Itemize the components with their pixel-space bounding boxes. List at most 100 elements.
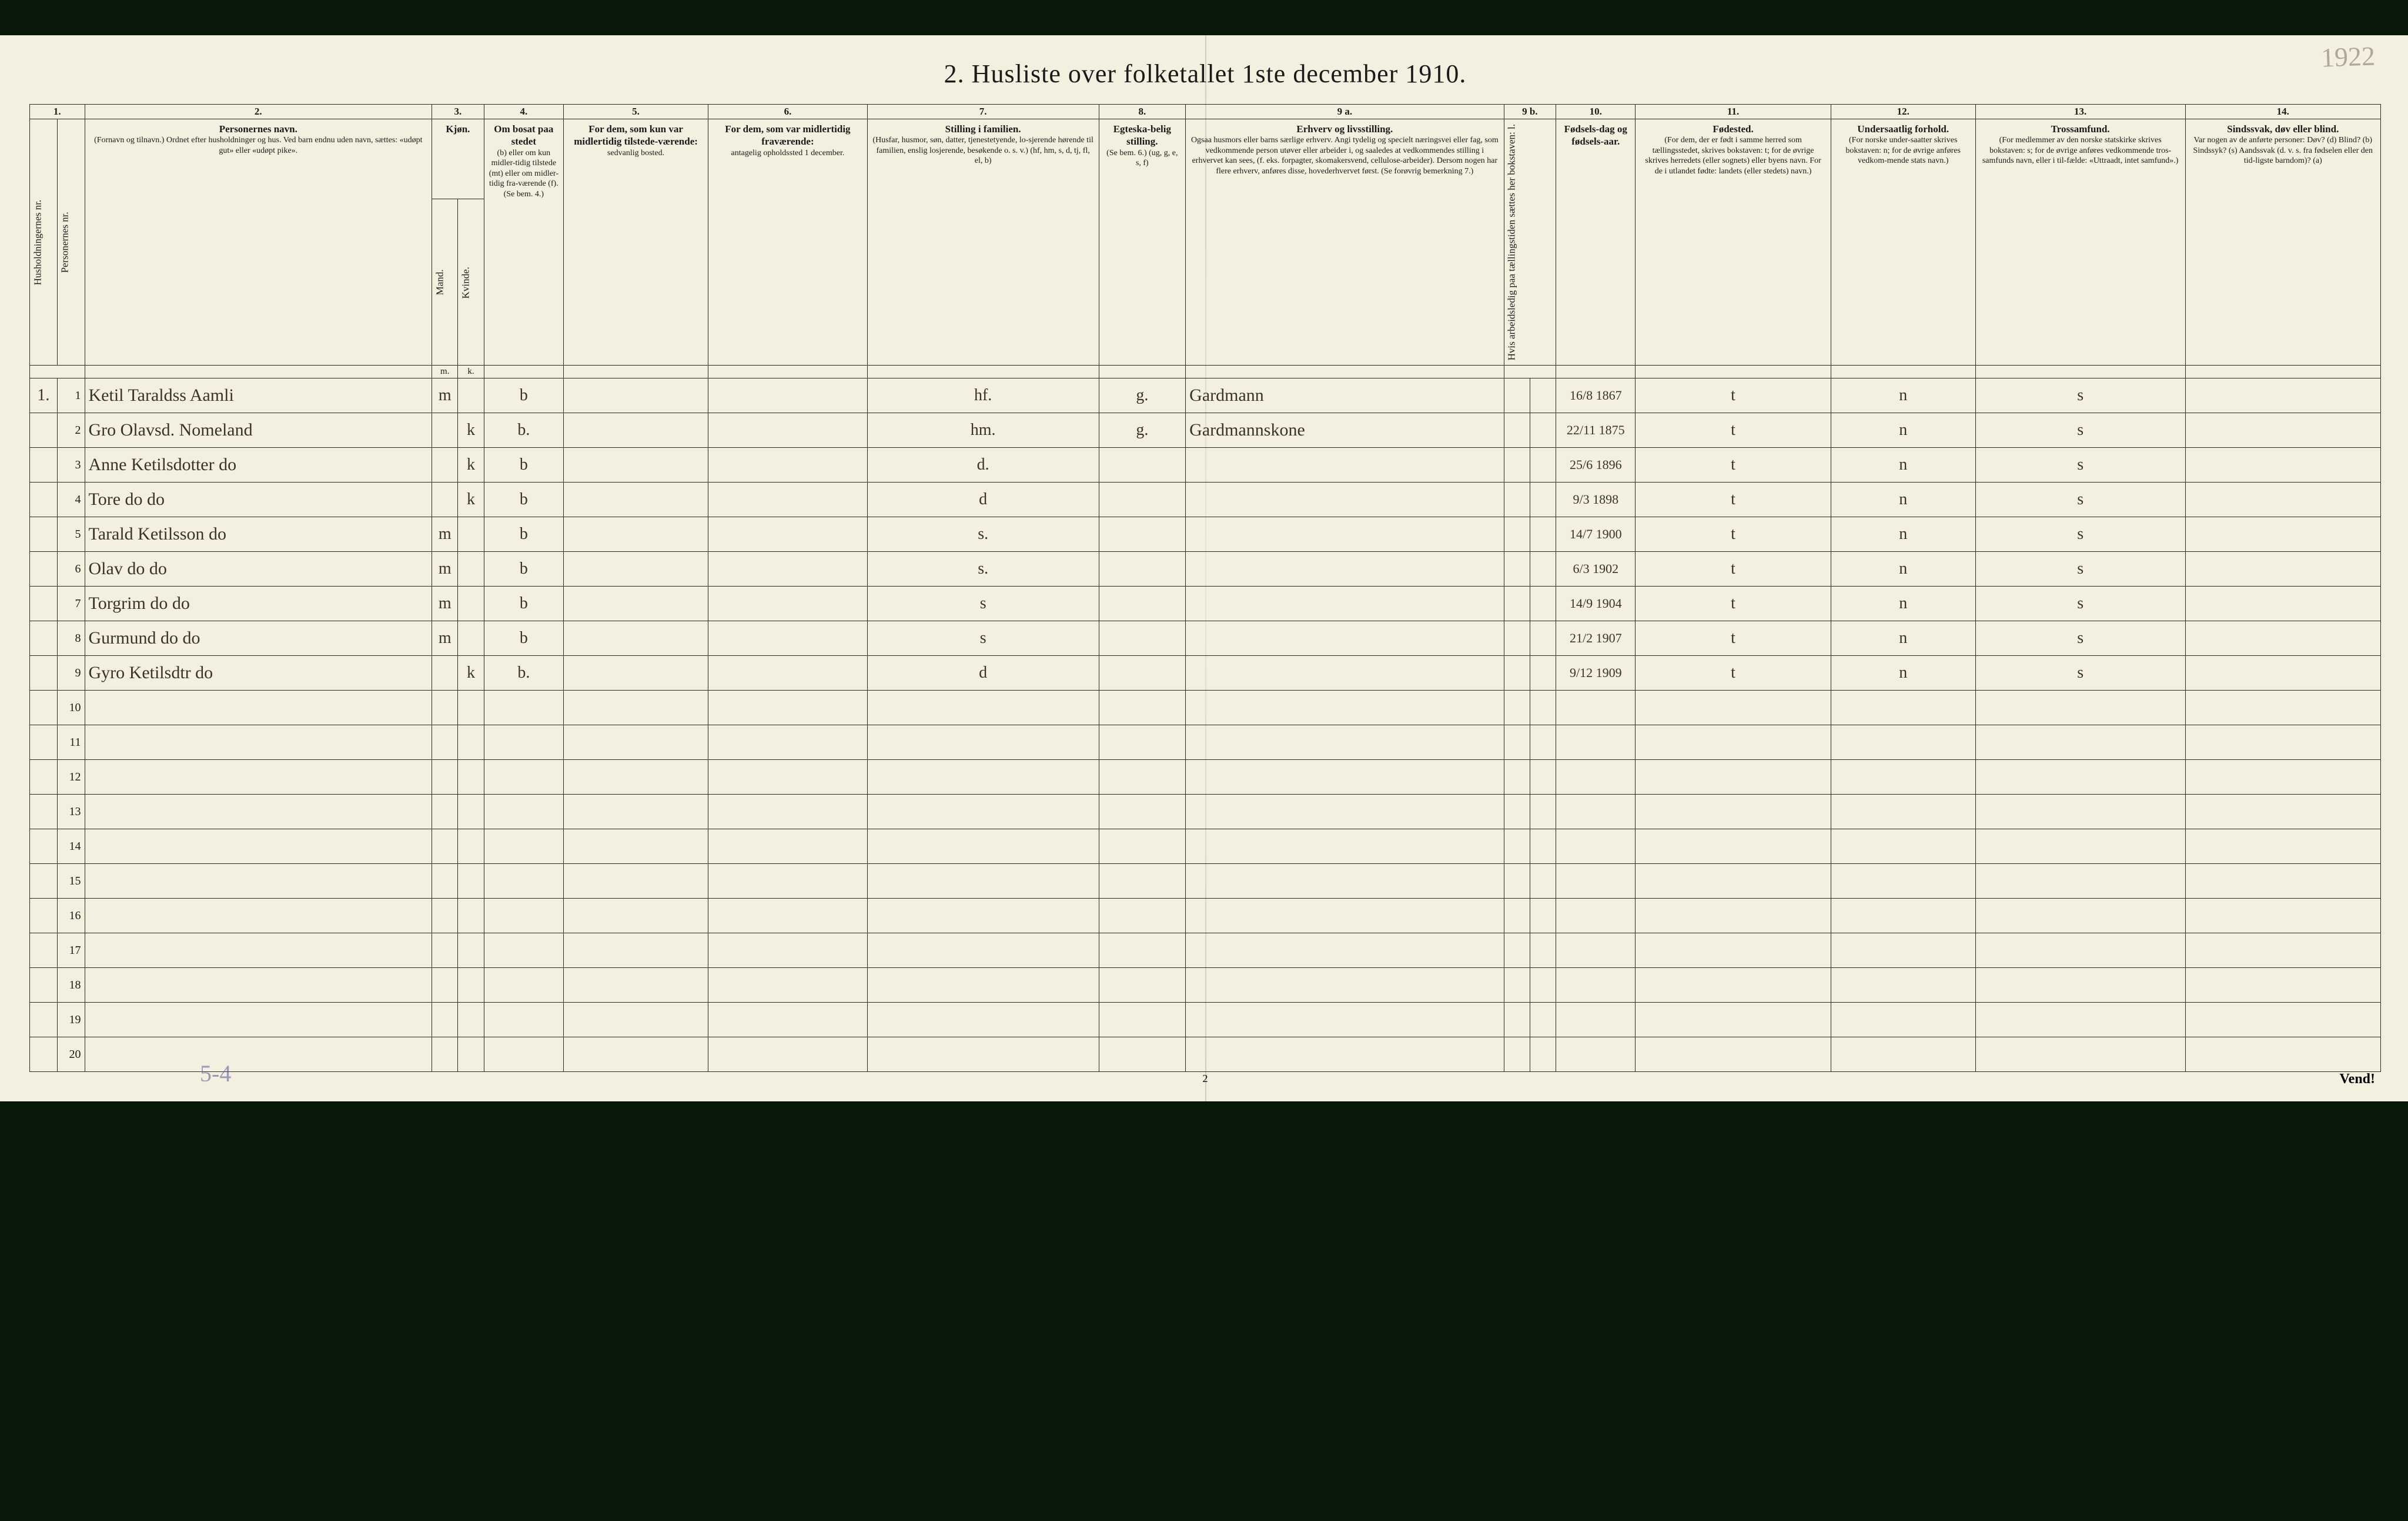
mk-blank-3 [484, 366, 563, 378]
mk-m: m. [432, 366, 458, 378]
cell-name: Gurmund do do [85, 621, 432, 656]
cell-undersaat: n [1831, 656, 1975, 691]
census-table: 1. 2. 3. 4. 5. 6. 7. 8. 9 a. 9 b. 10. 11… [29, 104, 2381, 1072]
cell-blank [1831, 968, 1975, 1003]
cell-fodested: t [1636, 656, 1831, 691]
table-row-blank: 20 [30, 1037, 2381, 1072]
cell-blank [2185, 760, 2380, 795]
table-row: 5Tarald Ketilsson dombs.14/7 1900tns [30, 517, 2381, 552]
cell-name: Anne Ketilsdotter do [85, 448, 432, 483]
cell-egteskab [1099, 656, 1186, 691]
cell-bosat: b. [484, 413, 563, 448]
cell-c6 [708, 552, 868, 587]
cell-erhverv: Gardmann [1186, 378, 1504, 413]
cell-blank [484, 795, 563, 829]
hnum-8: 8. [1099, 105, 1186, 119]
cell-blank [1530, 1037, 1556, 1072]
cell-c9b-a [1504, 587, 1530, 621]
cell-c9b-a [1504, 413, 1530, 448]
col-6-main: For dem, som var midlertidig fraværende: [713, 123, 862, 148]
cell-sex-m [432, 413, 458, 448]
cell-person-nr: 2 [57, 413, 85, 448]
cell-egteskab: g. [1099, 378, 1186, 413]
cell-sex-m: m [432, 552, 458, 587]
cell-blank [1530, 933, 1556, 968]
cell-blank [1636, 795, 1831, 829]
cell-blank [1099, 933, 1186, 968]
table-row: 4Tore do dokbd9/3 1898tns [30, 483, 2381, 517]
col-5-sub: sedvanlig bosted. [568, 148, 703, 159]
cell-blank [1186, 760, 1504, 795]
cell-c5 [564, 621, 708, 656]
cell-blank [1831, 1003, 1975, 1037]
cell-sex-k [458, 517, 484, 552]
hnum-4: 4. [484, 105, 563, 119]
page-title: 2. Husliste over folketallet 1ste decemb… [29, 59, 2381, 89]
cell-c9b-a [1504, 517, 1530, 552]
cell-erhverv [1186, 587, 1504, 621]
cell-sex-m: m [432, 378, 458, 413]
mk-blank-8 [1186, 366, 1504, 378]
cell-c5 [564, 413, 708, 448]
cell-blank [432, 691, 458, 725]
cell-blank [1975, 1003, 2185, 1037]
cell-blank [458, 725, 484, 760]
cell-blank [1186, 968, 1504, 1003]
cell-c9b-a [1504, 378, 1530, 413]
cell-blank [2185, 899, 2380, 933]
col-6-sub: antagelig opholdssted 1 december. [713, 148, 862, 159]
cell-c6 [708, 448, 868, 483]
cell-c9b-b [1530, 656, 1556, 691]
table-row-blank: 13 [30, 795, 2381, 829]
cell-blank [1556, 1003, 1636, 1037]
hnum-9a: 9 a. [1186, 105, 1504, 119]
cell-c9b-b [1530, 378, 1556, 413]
cell-blank [1530, 795, 1556, 829]
cell-c6 [708, 517, 868, 552]
cell-blank [708, 760, 868, 795]
cell-blank [85, 1037, 432, 1072]
cell-blank [1636, 760, 1831, 795]
cell-husholdning-nr [30, 656, 58, 691]
cell-blank [30, 864, 58, 899]
cell-blank [564, 1037, 708, 1072]
cell-c9b-b [1530, 587, 1556, 621]
cell-blank [458, 1037, 484, 1072]
cell-blank [2185, 1003, 2380, 1037]
table-row-blank: 18 [30, 968, 2381, 1003]
col-11-main: Fødested. [1640, 123, 1825, 135]
cell-blank [708, 795, 868, 829]
cell-blank [1504, 725, 1530, 760]
cell-blank [1099, 760, 1186, 795]
cell-person-nr: 9 [57, 656, 85, 691]
col-14-sub: Var nogen av de anførte personer: Døv? (… [2190, 135, 2376, 166]
cell-trossamfund: s [1975, 413, 2185, 448]
hnum-6: 6. [708, 105, 868, 119]
cell-blank [1186, 725, 1504, 760]
table-row-blank: 17 [30, 933, 2381, 968]
mk-blank-11 [1636, 366, 1831, 378]
cell-blank [708, 933, 868, 968]
cell-bosat: b [484, 378, 563, 413]
table-row: 3Anne Ketilsdotter dokbd.25/6 1896tns [30, 448, 2381, 483]
cell-dob: 6/3 1902 [1556, 552, 1636, 587]
cell-c9b-b [1530, 483, 1556, 517]
cell-blank [1099, 829, 1186, 864]
cell-erhverv [1186, 621, 1504, 656]
mk-blank-2 [85, 366, 432, 378]
cell-c5 [564, 552, 708, 587]
cell-blank [867, 1037, 1099, 1072]
cell-blank [1831, 933, 1975, 968]
cell-husholdning-nr [30, 587, 58, 621]
table-row-blank: 19 [30, 1003, 2381, 1037]
cell-blank [484, 933, 563, 968]
cell-blank [484, 691, 563, 725]
cell-blank [1504, 795, 1530, 829]
cell-blank [2185, 691, 2380, 725]
mk-blank-5 [708, 366, 868, 378]
cell-blank [1636, 968, 1831, 1003]
cell-blank [1186, 864, 1504, 899]
col-kvinde: Kvinde. [458, 199, 484, 366]
cell-blank [867, 899, 1099, 933]
cell-blank [1975, 691, 2185, 725]
